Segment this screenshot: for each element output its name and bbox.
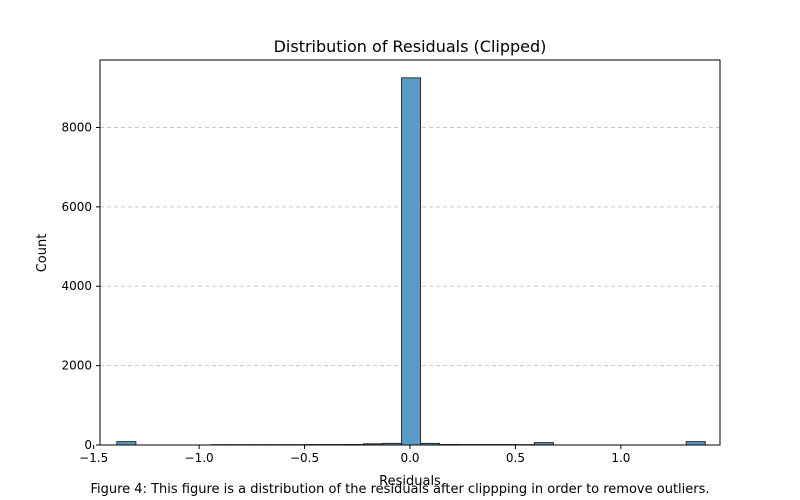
x-tick-label: 0.5 bbox=[506, 451, 525, 465]
y-tick-label: 2000 bbox=[61, 359, 92, 373]
y-axis-ticks: 0 2000 4000 6000 8000 bbox=[61, 120, 100, 452]
chart-title: Distribution of Residuals (Clipped) bbox=[274, 37, 547, 56]
histogram-bar bbox=[116, 441, 137, 446]
x-tick-label: 1.0 bbox=[611, 451, 630, 465]
figure-caption: Figure 4: This figure is a distribution … bbox=[90, 482, 710, 497]
y-tick-label: 8000 bbox=[61, 120, 92, 134]
y-tick-label: 6000 bbox=[61, 200, 92, 214]
histogram-bar bbox=[685, 441, 706, 446]
y-tick-label: 4000 bbox=[61, 279, 92, 293]
histogram-bar bbox=[401, 77, 422, 446]
x-axis-label: Residuals bbox=[379, 474, 441, 489]
y-tick-label: 0 bbox=[84, 438, 92, 452]
x-tick-label: −0.5 bbox=[290, 451, 319, 465]
x-axis-ticks: −1.5 −1.0 −0.5 0.0 0.5 1.0 bbox=[79, 445, 630, 465]
x-tick-label: 0.0 bbox=[400, 451, 419, 465]
histogram-bars bbox=[116, 77, 706, 446]
x-tick-label: −1.5 bbox=[79, 451, 108, 465]
x-tick-label: −1.0 bbox=[185, 451, 214, 465]
y-axis-label: Count bbox=[35, 234, 50, 273]
